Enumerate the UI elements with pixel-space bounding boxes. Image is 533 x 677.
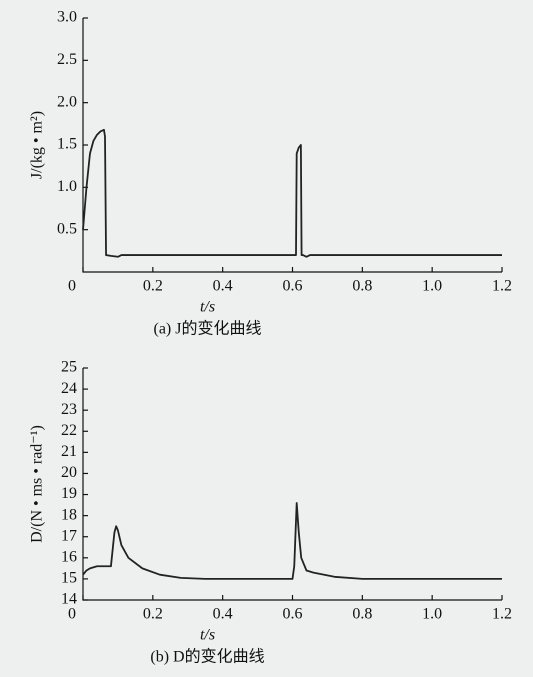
y-tick-label: 2.5 [57,51,77,68]
axes [82,18,502,273]
y-tick-label: 23 [61,401,77,418]
y-tick-label: 1.0 [57,178,77,195]
data-line [82,128,502,258]
y-tick-label: 25 [61,359,77,376]
y-tick-label: 3.0 [57,9,77,26]
y-tick-label: 21 [61,443,77,460]
x-tick-label: 0.4 [213,606,233,623]
x-axis-label: t/s [200,627,215,644]
y-tick-label: 1.5 [57,136,77,153]
x-tick-label: 0.2 [143,278,163,295]
caption: (b) D的变化曲线 [150,648,264,666]
y-tick-label: 20 [61,464,77,481]
x-tick-label: 0.2 [143,606,163,623]
y-tick-label: 24 [61,380,77,397]
axes [82,368,502,601]
x-tick-label: 0.8 [352,606,372,623]
x-tick-label: 0.8 [352,278,372,295]
x-axis-label: t/s [200,299,215,316]
x-tick-label: 1.0 [422,606,442,623]
y-tick-label: 15 [61,570,77,587]
caption: (a) J的变化曲线 [154,320,262,338]
y-axis-label: D/(N • ms • rad⁻¹) [29,425,46,543]
y-tick-label: 14 [61,591,77,608]
x-tick-label: 0 [68,606,76,623]
y-tick-label: 18 [61,506,77,523]
x-tick-label: 0.6 [283,606,303,623]
x-tick-label: 0.4 [213,278,233,295]
y-tick-label: 19 [61,485,77,502]
x-tick-label: 0 [68,278,76,295]
x-tick-label: 1.2 [492,606,512,623]
x-tick-label: 1.2 [492,278,512,295]
y-axis-label: J/(kg • m²) [29,111,46,179]
y-tick-label: 17 [61,527,77,544]
y-tick-label: 2.0 [57,93,77,110]
data-line [82,502,502,580]
x-tick-label: 0.6 [283,278,303,295]
y-tick-label: 22 [61,422,77,439]
x-tick-label: 1.0 [422,278,442,295]
y-tick-label: 16 [61,548,77,565]
y-tick-label: 0.5 [57,220,77,237]
